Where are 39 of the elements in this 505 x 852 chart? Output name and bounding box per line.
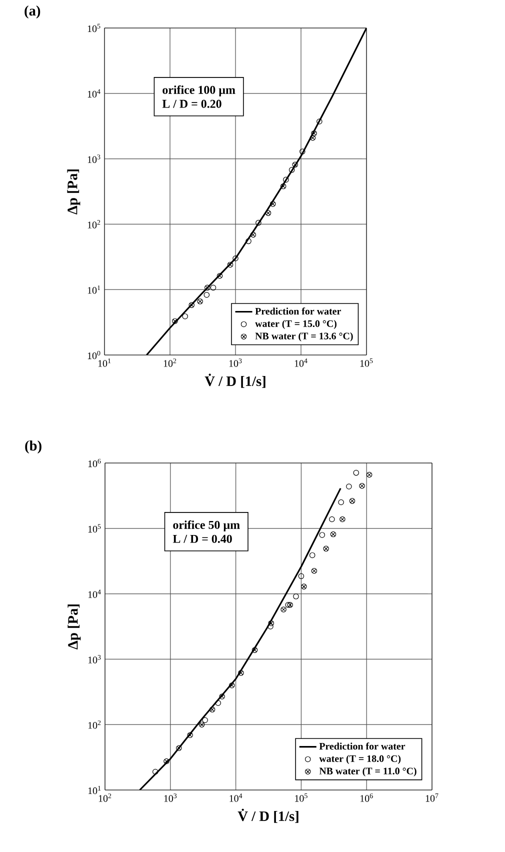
x-tick-label: 10$^{3}$: [164, 794, 177, 802]
y-tick-label: 10$^{3}$: [88, 154, 100, 163]
y-tick-label: 10$^{2}$: [88, 220, 100, 228]
y-tick-label: 10$^{4}$: [88, 89, 100, 98]
legend-label: Prediction for water: [319, 742, 406, 750]
annotation: orifice 50 µm: [173, 520, 240, 532]
annotation: L / D = 0.40: [172, 534, 232, 543]
legend-label: NB water (T = 13.6 °C): [255, 332, 353, 342]
y-axis-title: Δp [Pa]: [68, 604, 81, 650]
legend-label: Prediction for water: [255, 308, 341, 315]
y-tick-label: 10$^{2}$: [88, 720, 101, 729]
y-tick-label: 10$^{0}$: [88, 350, 100, 360]
y-tick-label: 10$^{1}$: [88, 786, 101, 794]
y-tick-label: 10$^{6}$: [88, 458, 101, 468]
annotation: orifice 100 µm: [162, 85, 236, 96]
x-tick-label: 10$^{6}$: [360, 794, 373, 802]
legend-label: NB water (T = 11.0 °C): [319, 767, 416, 776]
legend-label: water (T = 18.0 °C): [319, 754, 401, 764]
y-axis-title: Δp [Pa]: [67, 170, 80, 214]
x-tick-label: 10$^{4}$: [230, 794, 242, 802]
x-tick-label: 10$^{2}$: [98, 794, 112, 802]
x-tick-label: 10$^{3}$: [229, 358, 242, 367]
y-tick-label: 10$^{4}$: [88, 590, 101, 598]
x-tick-label: 10$^{4}$: [294, 358, 308, 367]
legend-label: water (T = 15.0 °C): [255, 320, 336, 330]
annotation: L / D = 0.20: [162, 100, 222, 108]
x-tick-label: 10$^{1}$: [98, 358, 111, 367]
x-tick-label: 10$^{7}$: [426, 794, 438, 802]
x-tick-label: 10$^{5}$: [360, 358, 373, 367]
chart-title: (a): [24, 5, 40, 18]
chart-title: (b): [25, 440, 42, 454]
y-tick-label: 10$^{3}$: [88, 655, 101, 664]
x-axis-title: V̇ / D [1/s]: [204, 374, 266, 388]
x-tick-label: 10$^{2}$: [164, 358, 176, 367]
y-tick-label: 10$^{1}$: [88, 285, 100, 294]
x-tick-label: 10$^{5}$: [295, 794, 308, 802]
y-tick-label: 10$^{5}$: [88, 524, 101, 533]
x-axis-title: V̇ / D [1/s]: [238, 808, 298, 823]
y-tick-label: 10$^{5}$: [88, 24, 100, 32]
